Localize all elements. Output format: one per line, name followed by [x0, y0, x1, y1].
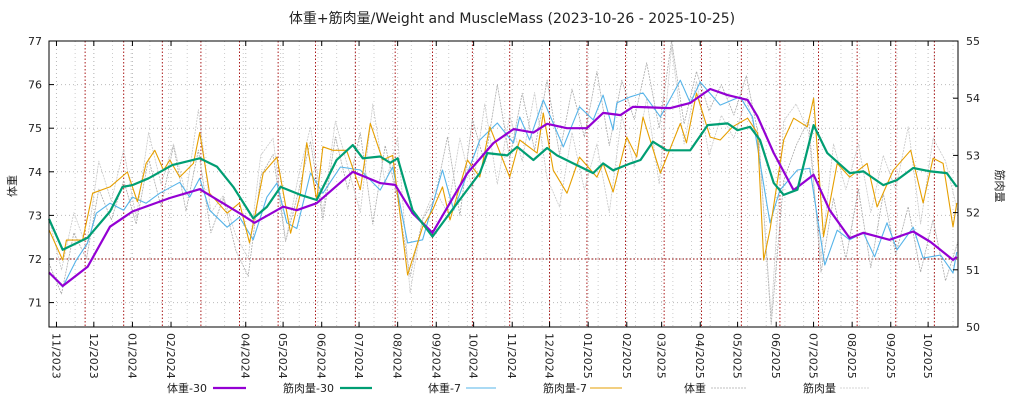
y-tick-label: 77 [28, 35, 42, 48]
x-tick-label: 12/2023 [87, 333, 100, 379]
x-tick-label: 12/2024 [543, 333, 556, 379]
legend-label: 体重-7 [428, 381, 461, 395]
legend-label: 筋肉量-7 [543, 381, 587, 395]
y-axis-label: 体重 [5, 175, 19, 197]
legend-label: 筋肉量 [803, 381, 836, 395]
y-tick-label: 72 [28, 253, 42, 266]
y2-tick-label: 52 [966, 207, 980, 220]
y2-tick-label: 54 [966, 92, 980, 105]
y2-tick-label: 53 [966, 149, 980, 162]
y2-tick-label: 50 [966, 321, 980, 334]
event-lines [49, 41, 958, 327]
x-tick-label: 01/2025 [581, 333, 594, 379]
legend: 体重-30 筋肉量-30 体重-7 筋肉量-7 体重 筋肉量 [167, 381, 870, 395]
x-tick-label: 06/2025 [769, 333, 782, 379]
y-tick-label: 76 [28, 79, 42, 92]
x-tick-label: 10/2025 [921, 333, 934, 379]
plot-frame [48, 40, 959, 328]
x-tick-label: 11/2024 [505, 333, 518, 379]
y-tick-label: 75 [28, 122, 42, 135]
x-tick-label: 04/2024 [239, 333, 252, 379]
x-tick-label: 03/2025 [655, 333, 668, 379]
y-tick-label: 73 [28, 209, 42, 222]
chart-title: 体重+筋肉量/Weight and MuscleMass (2023-10-26… [289, 10, 735, 27]
axes: 71 72 73 74 75 76 77 50 51 52 53 54 55 11/2023 12/2023… [28, 35, 980, 379]
x-tick-label: 08/2024 [391, 333, 404, 379]
grid [49, 41, 958, 327]
series-line-0 [48, 87, 958, 288]
x-tick-label: 05/2025 [731, 333, 744, 379]
x-tick-label: 09/2025 [884, 333, 897, 379]
x-tick-label: 11/2023 [49, 333, 62, 379]
series-line-3 [48, 92, 958, 276]
y2-axis-label: 筋肉量 [993, 170, 1007, 203]
series-line-4 [48, 40, 959, 325]
x-tick-label: 02/2025 [620, 333, 633, 379]
series-layer [47, 40, 959, 325]
y2-tick-label: 51 [966, 264, 980, 277]
series-line-1 [47, 122, 958, 251]
x-tick-label: 09/2024 [429, 333, 442, 379]
legend-label: 体重-30 [167, 381, 207, 395]
series-line-5 [48, 46, 959, 316]
x-tick-label: 04/2025 [693, 333, 706, 379]
legend-label: 体重 [684, 381, 706, 395]
x-tick-label: 05/2024 [276, 333, 289, 379]
x-tick-label: 06/2024 [315, 333, 328, 379]
y-tick-label: 74 [28, 166, 42, 179]
x-tick-label: 10/2024 [467, 333, 480, 379]
x-tick-label: 07/2025 [807, 333, 820, 379]
legend-label: 筋肉量-30 [283, 381, 334, 395]
x-tick-label: 08/2025 [845, 333, 858, 379]
x-tick-label: 02/2024 [164, 333, 177, 379]
y2-tick-label: 55 [966, 35, 980, 48]
y-tick-label: 71 [28, 297, 42, 310]
x-tick-label: 01/2024 [125, 333, 138, 379]
x-tick-label: 07/2024 [352, 333, 365, 379]
